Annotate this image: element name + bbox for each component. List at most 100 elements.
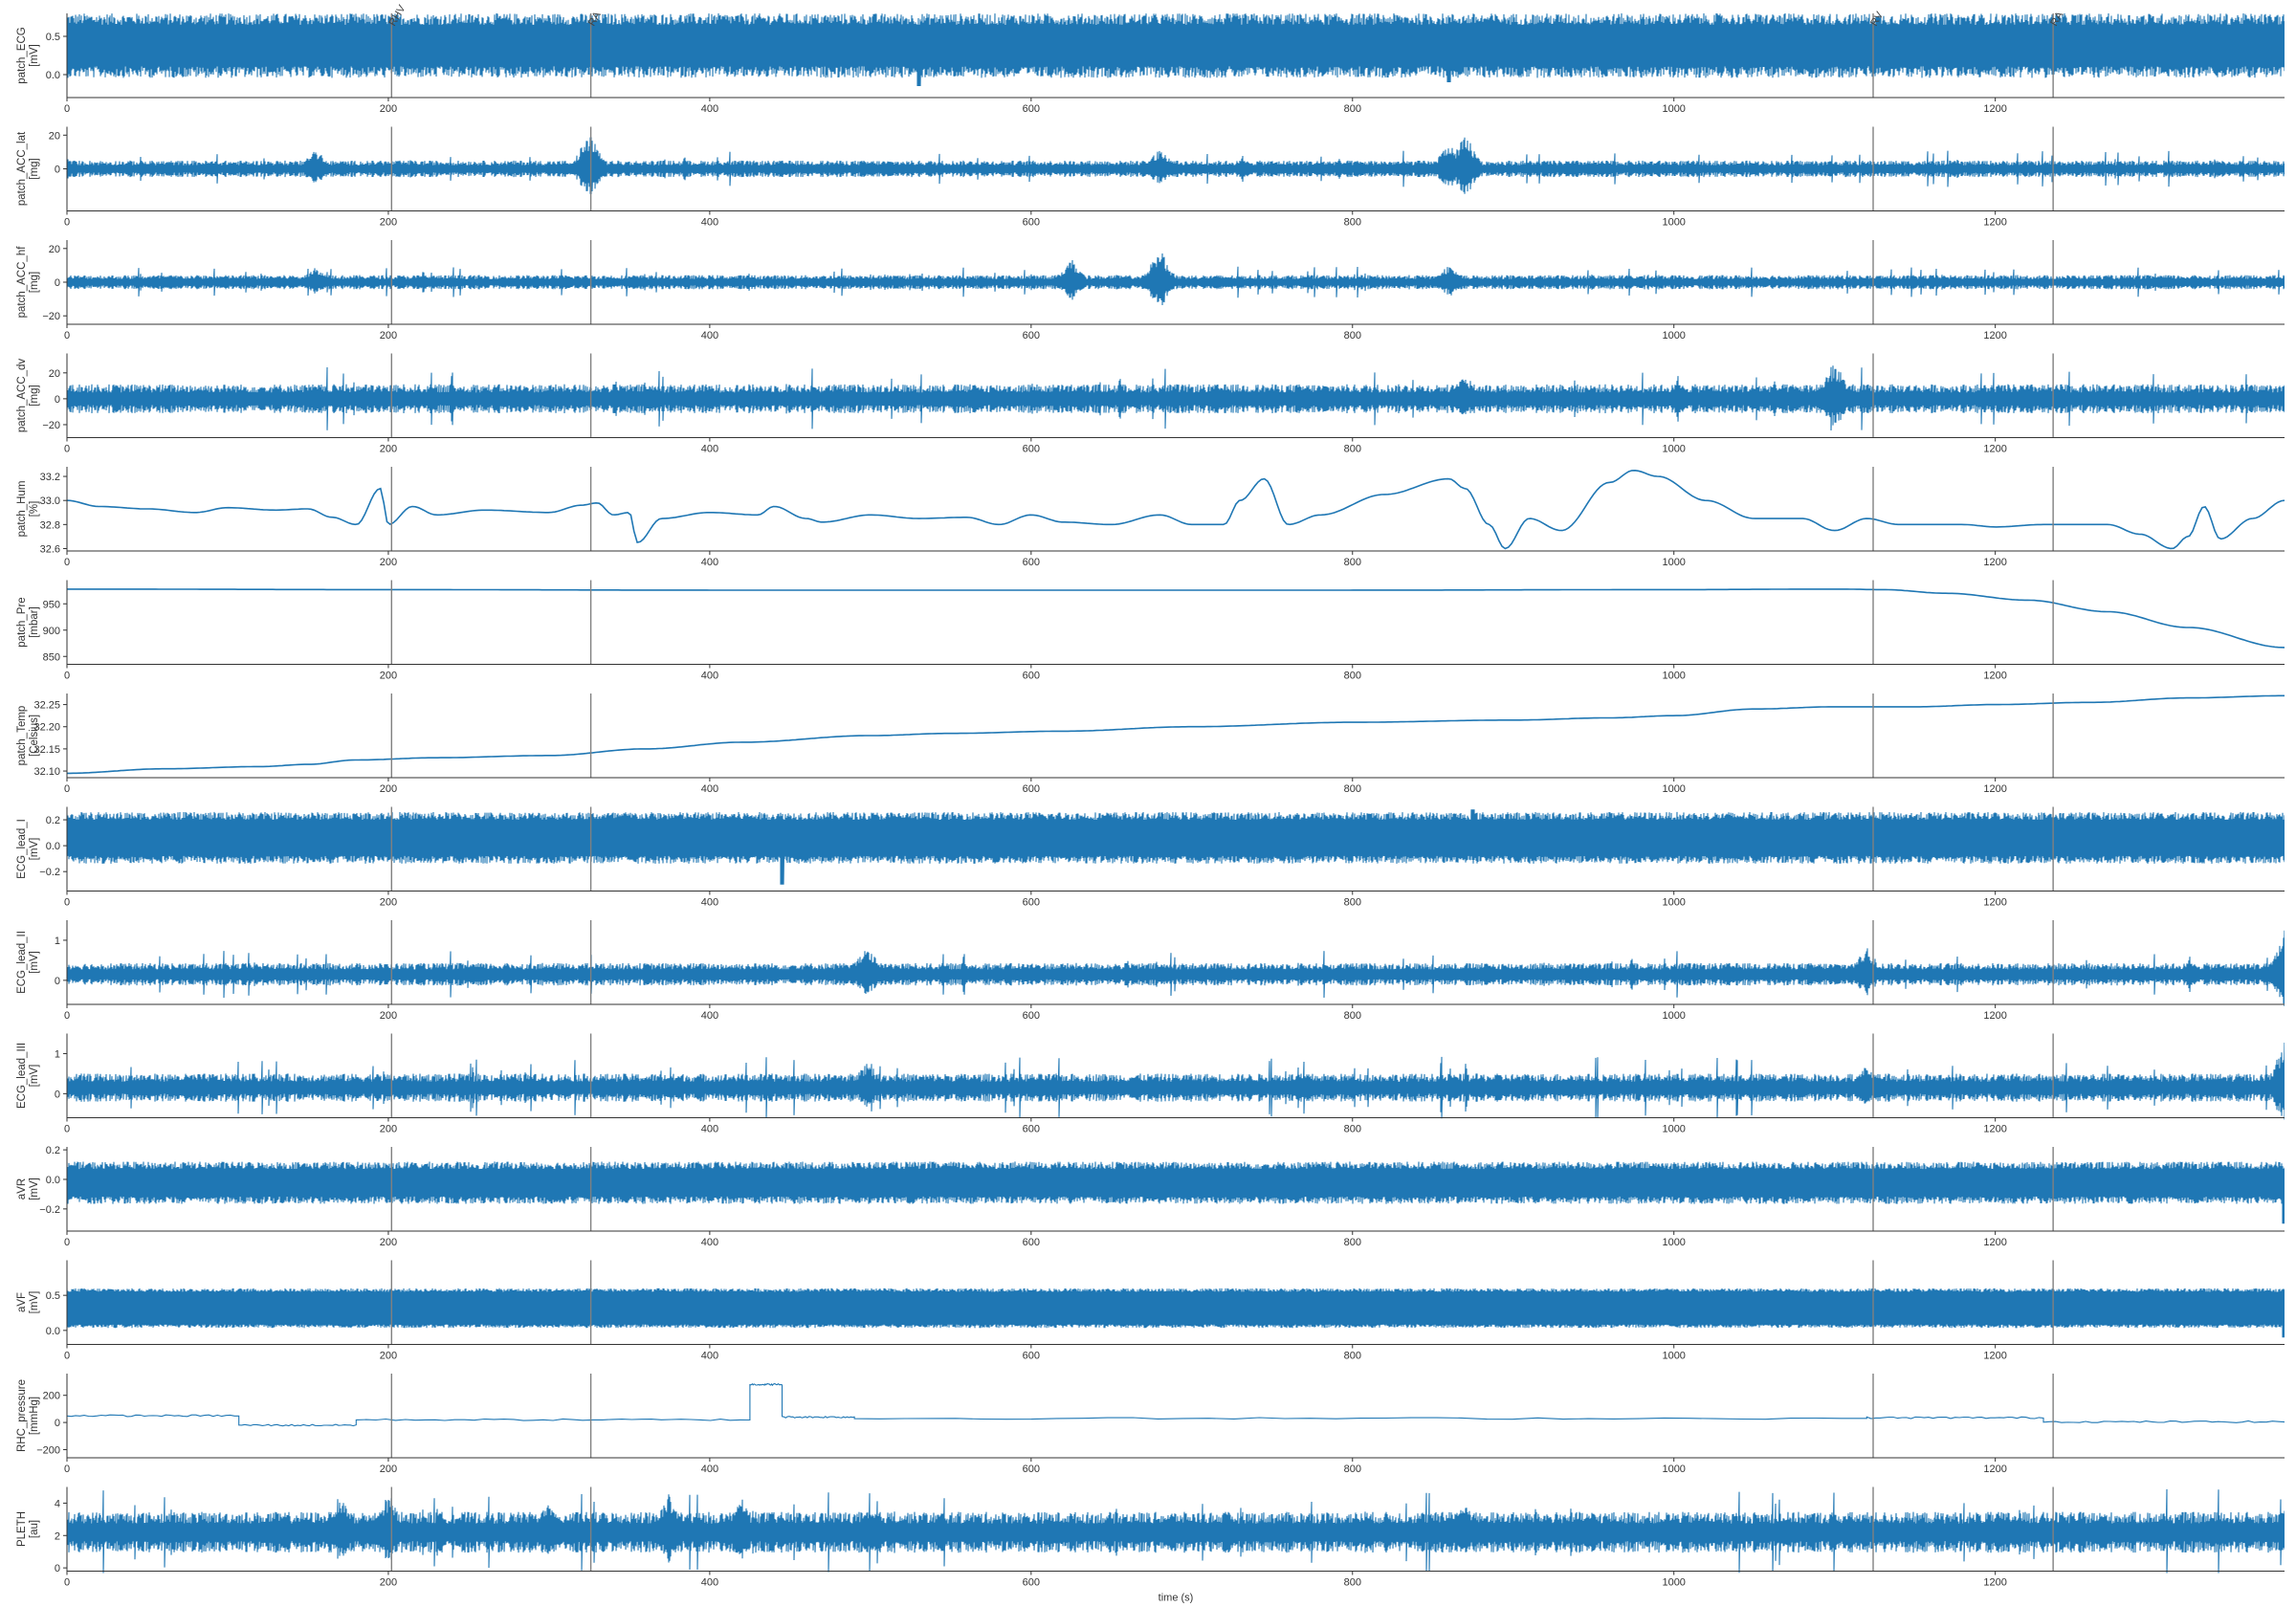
x-tick-label: 400 xyxy=(701,783,718,795)
x-tick-label: 1200 xyxy=(1983,783,2006,795)
subplot-7: 32.10 32.15 32.20 32.25 0 200 400 600 800 1000 120… xyxy=(16,693,2285,795)
x-tick-label: 1200 xyxy=(1983,330,2006,341)
y-axis-label: patch_Pre[mbar] xyxy=(16,597,40,647)
y-tick-label: 0.0 xyxy=(46,70,60,81)
y-tick-label: 0 xyxy=(55,1563,60,1574)
x-tick-label: 0 xyxy=(64,1577,70,1589)
y-tick-label: −200 xyxy=(36,1444,60,1456)
x-tick-label: 1200 xyxy=(1983,1577,2006,1589)
series-line xyxy=(67,930,2285,1006)
y-tick-label: 32.8 xyxy=(40,519,60,531)
y-tick-label: 32.15 xyxy=(33,744,60,756)
series-line xyxy=(67,1042,2285,1120)
y-axis-label: PLETH[au] xyxy=(16,1511,40,1547)
y-tick-label: 0.2 xyxy=(46,1145,60,1156)
subplot-6: 850 900 950 0 200 400 600 800 1000 1200 patch_Pre[… xyxy=(16,580,2285,682)
x-tick-label: 600 xyxy=(1023,1237,1040,1248)
x-tick-label: 200 xyxy=(380,103,397,115)
subplot-13: −200 0 200 0 200 400 600 800 1000 1200 RHC_pressur… xyxy=(16,1374,2285,1475)
x-tick-label: 200 xyxy=(380,1351,397,1362)
x-tick-label: 1000 xyxy=(1662,1577,1685,1589)
x-tick-label: 600 xyxy=(1023,557,1040,568)
subplot-10: 0 1 0 200 400 600 800 1000 1200 ECG_lead_III[mV] xyxy=(16,1033,2285,1135)
x-tick-label: 400 xyxy=(701,557,718,568)
x-tick-label: 600 xyxy=(1023,444,1040,455)
x-tick-label: 800 xyxy=(1344,897,1361,909)
y-tick-label: 850 xyxy=(43,651,60,663)
x-tick-label: 0 xyxy=(64,897,70,909)
series-line xyxy=(67,588,2285,649)
x-tick-label: 800 xyxy=(1344,330,1361,341)
y-tick-label: 32.10 xyxy=(33,766,60,778)
x-tick-label: 800 xyxy=(1344,103,1361,115)
y-axis-label: patch_Temp[Celsius] xyxy=(16,706,40,766)
y-tick-label: 0 xyxy=(55,1089,60,1100)
x-tick-label: 1200 xyxy=(1983,1351,2006,1362)
y-tick-label: 20 xyxy=(49,368,60,380)
subplot-1: RHV RA RV RA0.00.50 200 400 600 800 1000 1200patc… xyxy=(16,3,2285,115)
x-tick-label: 0 xyxy=(64,1237,70,1248)
x-tick-label: 600 xyxy=(1023,1010,1040,1022)
subplot-14: 0 2 4 0 200 400 600 800 1000 1200 PLETH[au] time (s… xyxy=(16,1486,2285,1604)
subplot-12: 0.0 0.5 0 200 400 600 800 1000 1200 aVF[mV] xyxy=(16,1260,2285,1362)
y-axis-label: patch_Hum[%] xyxy=(16,481,40,538)
x-tick-label: 200 xyxy=(380,217,397,229)
x-tick-label: 0 xyxy=(64,103,70,115)
x-tick-label: 0 xyxy=(64,217,70,229)
series-line xyxy=(67,469,2285,550)
x-tick-label: 1000 xyxy=(1662,1464,1685,1475)
x-tick-label: 600 xyxy=(1023,783,1040,795)
y-tick-label: 0.2 xyxy=(46,815,60,826)
x-tick-label: 0 xyxy=(64,1010,70,1022)
x-tick-label: 1000 xyxy=(1662,330,1685,341)
x-tick-label: 1000 xyxy=(1662,217,1685,229)
subplot-11: −0.2 0.0 0.2 0 200 400 600 800 1000 1200 aVR[mV] xyxy=(16,1145,2285,1248)
x-tick-label: 200 xyxy=(380,557,397,568)
x-tick-label: 0 xyxy=(64,783,70,795)
y-tick-label: −0.2 xyxy=(39,1204,60,1216)
series-line xyxy=(67,365,2285,431)
x-tick-label: 600 xyxy=(1023,897,1040,909)
x-tick-label: 1200 xyxy=(1983,557,2006,568)
x-tick-label: 800 xyxy=(1344,557,1361,568)
series-line xyxy=(67,1288,2285,1338)
x-tick-label: 200 xyxy=(380,897,397,909)
y-tick-label: 20 xyxy=(49,244,60,255)
y-tick-label: 32.20 xyxy=(33,722,60,734)
x-tick-label: 800 xyxy=(1344,1351,1361,1362)
x-tick-label: 400 xyxy=(701,1124,718,1135)
y-tick-label: 33.2 xyxy=(40,472,60,483)
x-tick-label: 400 xyxy=(701,1010,718,1022)
x-tick-label: 800 xyxy=(1344,1464,1361,1475)
y-tick-label: 950 xyxy=(43,599,60,610)
x-tick-label: 1000 xyxy=(1662,1237,1685,1248)
x-tick-label: 600 xyxy=(1023,671,1040,682)
x-tick-label: 200 xyxy=(380,783,397,795)
y-tick-label: 1 xyxy=(55,936,60,947)
x-tick-label: 400 xyxy=(701,1237,718,1248)
y-tick-label: 0 xyxy=(55,394,60,406)
y-tick-label: 0.0 xyxy=(46,1175,60,1186)
x-tick-label: 400 xyxy=(701,1464,718,1475)
x-tick-label: 200 xyxy=(380,1010,397,1022)
y-tick-label: 1 xyxy=(55,1048,60,1060)
x-tick-label: 1200 xyxy=(1983,1464,2006,1475)
subplot-5: 32.6 32.8 33.0 33.2 0 200 400 600 800 1000 1200 pat… xyxy=(16,467,2285,568)
x-tick-label: 1000 xyxy=(1662,557,1685,568)
x-tick-label: 400 xyxy=(701,897,718,909)
y-axis-label: ECG_lead_I[mV] xyxy=(16,819,40,879)
y-tick-label: −0.2 xyxy=(39,867,60,878)
x-tick-label: 400 xyxy=(701,330,718,341)
x-tick-label: 400 xyxy=(701,671,718,682)
x-tick-label: 600 xyxy=(1023,1124,1040,1135)
y-tick-label: 0.0 xyxy=(46,841,60,852)
x-tick-label: 800 xyxy=(1344,1010,1361,1022)
x-tick-label: 400 xyxy=(701,103,718,115)
x-tick-label: 1000 xyxy=(1662,103,1685,115)
x-tick-label: 800 xyxy=(1344,671,1361,682)
y-tick-label: 33.0 xyxy=(40,495,60,507)
x-tick-label: 600 xyxy=(1023,217,1040,229)
x-tick-label: 1000 xyxy=(1662,444,1685,455)
